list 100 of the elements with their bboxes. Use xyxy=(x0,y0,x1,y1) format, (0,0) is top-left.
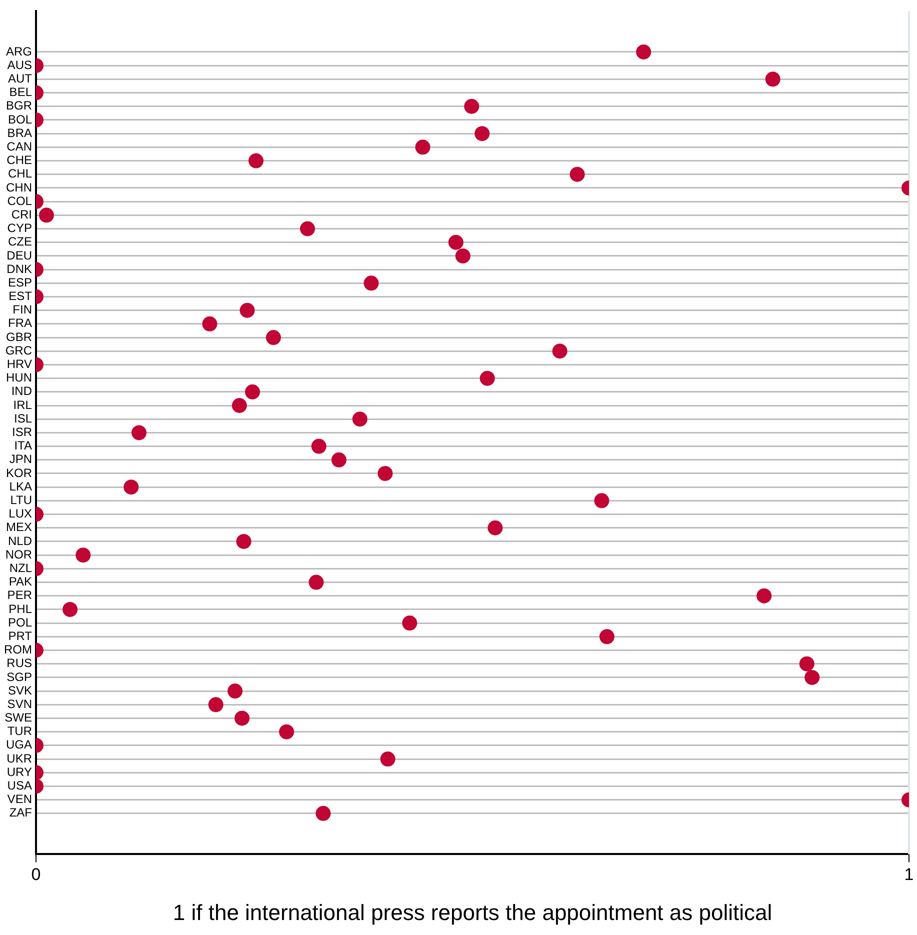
y-tick-label: LTU xyxy=(10,492,32,507)
point xyxy=(552,344,568,359)
point xyxy=(804,670,820,685)
y-tick-label: ISL xyxy=(14,411,32,426)
point xyxy=(455,248,470,264)
y-tick-label: COL xyxy=(7,194,32,208)
y-tick-label: NOR xyxy=(5,547,32,562)
y-tick-label: AUT xyxy=(8,71,33,86)
point xyxy=(636,44,652,60)
y-tick-label: POL xyxy=(8,615,32,630)
point xyxy=(570,166,585,182)
y-tick-label: NZL xyxy=(9,560,32,575)
point xyxy=(352,412,368,427)
point xyxy=(402,616,418,631)
y-tick-label: KOR xyxy=(6,466,32,480)
y-tick-label: CHE xyxy=(6,153,32,168)
y-tick-label: CZE xyxy=(8,234,32,249)
y-tick-label: SVK xyxy=(8,683,32,698)
y-tick-label: UKR xyxy=(6,751,32,766)
point xyxy=(132,425,147,440)
point xyxy=(62,602,78,617)
y-tick-label: SGP xyxy=(6,670,32,684)
y-tick-label: LUX xyxy=(8,506,32,521)
y-tick-label: BEL xyxy=(9,85,32,100)
y-tick-label: NLD xyxy=(8,534,32,548)
point xyxy=(279,724,294,740)
y-tick-label: HRV xyxy=(6,357,32,372)
point xyxy=(799,656,814,672)
point xyxy=(448,234,464,250)
x-tick-label: 0 xyxy=(31,865,41,884)
point xyxy=(38,208,54,223)
y-tick-label: SWE xyxy=(4,710,32,725)
y-tick-label: CYP xyxy=(7,221,32,236)
y-tick-label: DEU xyxy=(6,248,32,262)
point xyxy=(378,466,393,481)
point xyxy=(248,153,264,168)
y-tick-label: LKA xyxy=(9,479,32,494)
y-tick-label: PRT xyxy=(8,628,33,643)
y-tick-label: GRC xyxy=(5,343,32,358)
y-tick-label: PER xyxy=(7,588,32,602)
y-tick-label: ARG xyxy=(6,44,32,58)
y-tick-label: IND xyxy=(11,384,32,398)
y-tick-label: JPN xyxy=(9,452,32,466)
point xyxy=(599,629,614,644)
y-tick-label: UGA xyxy=(6,738,32,752)
point xyxy=(594,493,610,508)
point xyxy=(240,302,255,318)
x-axis-title: 1 if the international press reports the appointment as political xyxy=(172,900,772,925)
y-tick-label: ZAF xyxy=(9,806,32,820)
point xyxy=(316,806,331,821)
y-tick-label: RUS xyxy=(6,656,32,670)
y-tick-label: CHN xyxy=(6,180,32,194)
point xyxy=(232,398,247,414)
point xyxy=(488,520,503,536)
y-tick-label: CRI xyxy=(11,207,32,222)
point xyxy=(415,140,430,155)
point xyxy=(300,221,315,236)
y-tick-label: USA xyxy=(7,778,32,793)
y-tick-label: MEX xyxy=(6,520,32,534)
y-tick-label: FIN xyxy=(12,302,32,317)
point xyxy=(311,438,326,454)
point xyxy=(480,370,495,386)
y-tick-label: SVN xyxy=(7,696,32,711)
point xyxy=(474,126,490,142)
point xyxy=(76,548,91,563)
point xyxy=(756,588,772,604)
point xyxy=(208,697,224,712)
point xyxy=(124,480,139,495)
point xyxy=(236,534,252,549)
y-tick-label: CAN xyxy=(6,139,32,154)
point xyxy=(331,452,346,468)
point xyxy=(245,384,260,400)
y-tick-label: BGR xyxy=(6,98,32,113)
y-tick-label: ISR xyxy=(12,425,32,440)
y-tick-label: GBR xyxy=(6,330,32,344)
y-tick-label: EST xyxy=(8,289,33,304)
y-tick-label: VEN xyxy=(7,792,32,806)
y-tick-label: BRA xyxy=(7,126,32,140)
x-tick-label: 1 xyxy=(904,865,914,884)
y-tick-label: HUN xyxy=(6,370,32,385)
y-tick-label: CHL xyxy=(8,166,32,181)
y-tick-label: PHL xyxy=(8,602,32,616)
y-tick-label: BOL xyxy=(8,112,32,126)
y-tick-label: URY xyxy=(6,764,32,779)
y-tick-label: TUR xyxy=(7,724,32,738)
y-tick-label: FRA xyxy=(8,316,32,330)
point xyxy=(234,710,250,726)
point xyxy=(202,316,218,332)
point xyxy=(228,684,243,699)
point xyxy=(765,72,780,87)
point xyxy=(364,276,379,291)
y-tick-label: AUS xyxy=(7,58,32,72)
y-tick-label: PAK xyxy=(8,574,32,589)
y-tick-label: ESP xyxy=(8,275,32,290)
y-tick-label: DNK xyxy=(6,262,32,276)
point xyxy=(308,574,324,590)
point xyxy=(464,98,480,114)
y-tick-label: IRL xyxy=(13,398,32,412)
y-tick-label: ITA xyxy=(14,438,32,453)
point xyxy=(380,752,396,767)
